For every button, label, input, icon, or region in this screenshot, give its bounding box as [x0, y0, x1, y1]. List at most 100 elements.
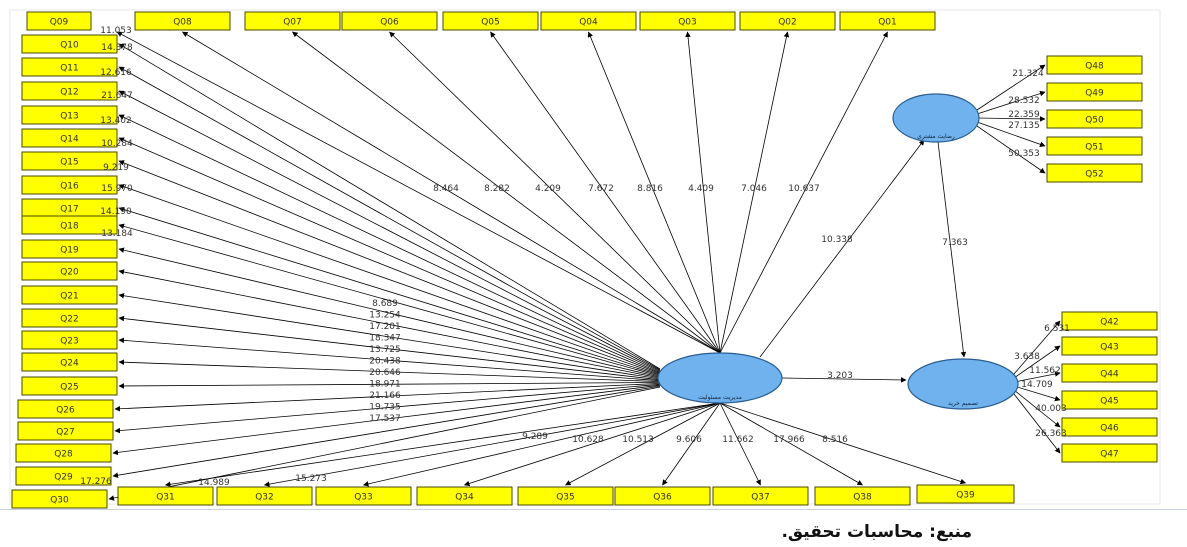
- indicator-q12[interactable]: Q12: [21, 81, 118, 101]
- indicator-q49[interactable]: Q49: [1046, 82, 1143, 102]
- indicator-label: Q37: [751, 493, 770, 503]
- indicator-q51[interactable]: Q51: [1046, 136, 1143, 156]
- indicator-q48[interactable]: Q48: [1046, 55, 1143, 75]
- loading-line-q49: [976, 90, 1046, 115]
- indicator-q26[interactable]: Q26: [17, 399, 114, 419]
- indicator-q45[interactable]: Q45: [1061, 390, 1158, 410]
- loading-line-q31: [164, 402, 721, 488]
- indicator-q03[interactable]: Q03: [639, 11, 736, 31]
- indicator-q37[interactable]: Q37: [712, 486, 809, 506]
- indicator-q20[interactable]: Q20: [21, 261, 118, 281]
- indicator-q50[interactable]: Q50: [1046, 109, 1143, 129]
- loading-line-q01: [719, 31, 888, 354]
- indicator-label: Q42: [1100, 318, 1119, 328]
- indicator-q36[interactable]: Q36: [614, 486, 711, 506]
- loading-left-mid: 18.347: [369, 334, 401, 344]
- indicator-label: Q20: [60, 268, 79, 278]
- indicator-label: Q44: [1100, 370, 1119, 380]
- indicator-label: Q35: [556, 493, 575, 503]
- loading-top: 8.816: [637, 184, 663, 194]
- loading-line-q39: [719, 402, 967, 485]
- indicator-label: Q43: [1100, 343, 1119, 353]
- loading-line-q42: [1013, 320, 1061, 375]
- loading-left-top: 12.616: [100, 68, 132, 78]
- indicator-q47[interactable]: Q47: [1061, 443, 1158, 463]
- path-central-to-lower: [781, 377, 907, 383]
- loading-top: 7.672: [588, 184, 614, 194]
- indicator-q29[interactable]: Q29: [15, 466, 112, 486]
- loading-left-mid: 19.735: [369, 403, 401, 413]
- loading-left-top: 15.970: [101, 184, 133, 194]
- indicator-q38[interactable]: Q38: [814, 486, 911, 506]
- indicator-label: Q26: [56, 406, 75, 416]
- loading-right-bottom: 40.003: [1035, 404, 1067, 414]
- loading-left-top: 13.402: [100, 116, 132, 126]
- loading-bottom: 10.513: [622, 435, 654, 445]
- indicator-label: Q29: [54, 473, 73, 483]
- indicator-q32[interactable]: Q32: [216, 486, 313, 506]
- loading-left-mid: 13.725: [369, 345, 401, 355]
- indicator-label: Q47: [1100, 450, 1119, 460]
- indicator-q07[interactable]: Q07: [244, 11, 341, 31]
- indicator-q10[interactable]: Q10: [21, 34, 118, 54]
- indicator-q25[interactable]: Q25: [21, 376, 118, 396]
- loading-line-q43: [1013, 345, 1061, 379]
- indicator-q30[interactable]: Q30: [11, 489, 108, 509]
- loading-right-top: 22.359: [1008, 110, 1040, 120]
- loading-line-q37: [719, 402, 761, 486]
- loading-line-q25: [118, 382, 661, 389]
- indicator-q18[interactable]: Q18: [21, 215, 118, 235]
- indicator-q19[interactable]: Q19: [21, 239, 118, 259]
- loading-left-mid: 8.689: [372, 299, 398, 309]
- loading-left-top: 21.647: [101, 91, 133, 101]
- indicator-q08[interactable]: Q08: [134, 11, 231, 31]
- indicator-q09[interactable]: Q09: [26, 11, 92, 31]
- indicator-q33[interactable]: Q33: [315, 486, 412, 506]
- loading-left-mid: 20.646: [369, 368, 401, 378]
- loading-right-top: 28.532: [1008, 96, 1040, 106]
- indicator-q04[interactable]: Q04: [540, 11, 637, 31]
- indicator-q22[interactable]: Q22: [21, 308, 118, 328]
- central-construct[interactable]: ﻣﺪﯾﺮﯾﺖ ﻣﺴﺌﻮﻟﯿﺖ: [657, 352, 783, 404]
- indicator-label: Q24: [60, 359, 79, 369]
- indicator-label: Q48: [1085, 62, 1104, 72]
- indicator-q52[interactable]: Q52: [1046, 163, 1143, 183]
- indicator-q01[interactable]: Q01: [839, 11, 936, 31]
- indicator-q06[interactable]: Q06: [341, 11, 438, 31]
- indicator-q16[interactable]: Q16: [21, 175, 118, 195]
- indicator-q35[interactable]: Q35: [517, 486, 614, 506]
- indicator-q02[interactable]: Q02: [739, 11, 836, 31]
- loading-left-mid: 13.254: [369, 311, 401, 321]
- indicator-q42[interactable]: Q42: [1061, 311, 1158, 331]
- coef-upper-lower: 7.363: [942, 238, 968, 248]
- indicator-q28[interactable]: Q28: [15, 443, 112, 463]
- indicator-q11[interactable]: Q11: [21, 57, 118, 77]
- loading-left-top: 13.184: [101, 229, 133, 239]
- indicator-label: Q14: [60, 135, 79, 145]
- loading-left-top: 9.219: [103, 163, 129, 173]
- upper-right-construct[interactable]: رﺿﺎﯾﺖ ﻣﺸﺘﺮی: [892, 93, 980, 143]
- indicator-q15[interactable]: Q15: [21, 151, 118, 171]
- indicator-q13[interactable]: Q13: [21, 105, 118, 125]
- indicator-q46[interactable]: Q46: [1061, 417, 1158, 437]
- loading-left-bottom: 14.989: [198, 478, 230, 488]
- loading-top: 8.464: [433, 184, 459, 194]
- indicator-q24[interactable]: Q24: [21, 352, 118, 372]
- indicator-q39[interactable]: Q39: [916, 484, 1015, 504]
- indicator-q44[interactable]: Q44: [1061, 363, 1158, 383]
- loading-right-bottom: 3.638: [1014, 352, 1040, 362]
- indicator-q34[interactable]: Q34: [416, 486, 513, 506]
- indicator-q43[interactable]: Q43: [1061, 336, 1158, 356]
- indicator-q21[interactable]: Q21: [21, 285, 118, 305]
- indicator-q05[interactable]: Q05: [442, 11, 539, 31]
- indicator-q27[interactable]: Q27: [17, 421, 114, 441]
- indicator-q14[interactable]: Q14: [21, 128, 118, 148]
- loading-line-q30: [108, 386, 661, 501]
- loading-right-bottom: 26.363: [1035, 429, 1067, 439]
- loading-left-mid: 17.537: [369, 414, 401, 424]
- indicator-q31[interactable]: Q31: [117, 486, 214, 506]
- lower-right-construct[interactable]: ﺗﺼﻤﯿﻢ ﺧﺮﯾﺪ: [907, 358, 1019, 410]
- indicator-q23[interactable]: Q23: [21, 330, 118, 350]
- loading-left-top: 14.190: [100, 207, 132, 217]
- loading-line-q35: [565, 402, 721, 486]
